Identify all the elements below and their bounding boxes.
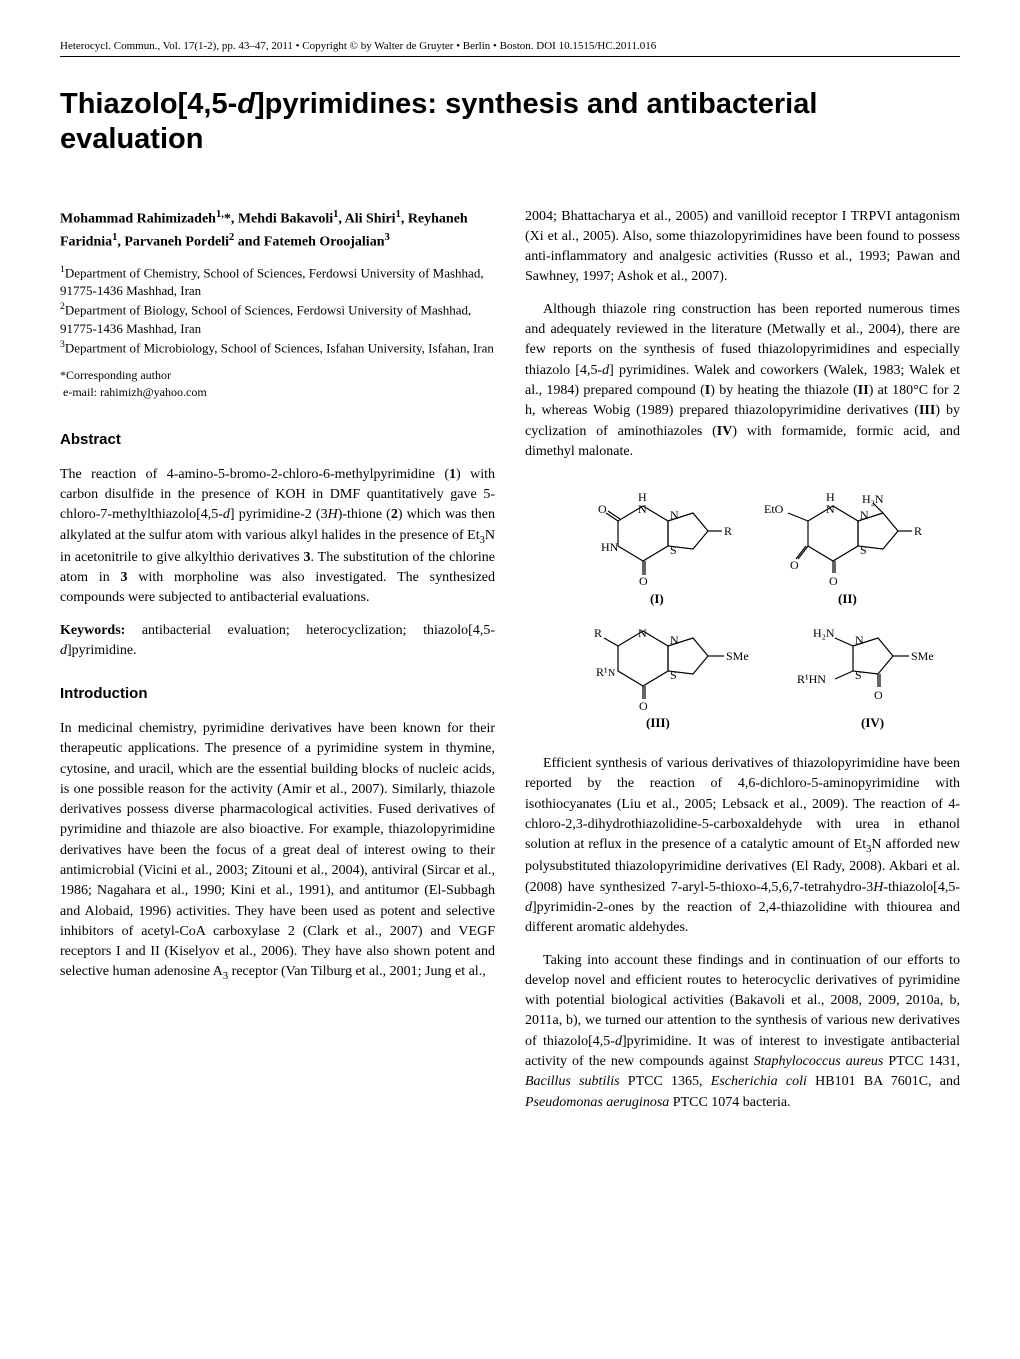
svg-text:O: O	[639, 574, 648, 588]
intro-paragraph-2: Although thiazole ring construction has …	[525, 300, 960, 462]
svg-text:O: O	[829, 574, 838, 588]
svg-text:O: O	[874, 688, 883, 702]
introduction-heading: Introduction	[60, 683, 495, 705]
right-column: 2004; Bhattacharya et al., 2005) and van…	[525, 207, 960, 1125]
journal-header: Heterocycl. Commun., Vol. 17(1-2), pp. 4…	[60, 40, 960, 57]
svg-text:H₂N: H₂N	[813, 626, 835, 640]
svg-text:SMe: SMe	[726, 649, 749, 663]
chemical-structures-figure: O O H N N S HN R (I)	[525, 476, 960, 736]
svg-text:S: S	[855, 668, 862, 682]
svg-text:N: N	[860, 508, 869, 522]
corresponding-author: *Corresponding author e-mail: rahimizh@y…	[60, 367, 495, 401]
svg-text:HN: HN	[601, 540, 619, 554]
svg-text:R¹HN: R¹HN	[797, 672, 826, 686]
svg-text:S: S	[670, 668, 677, 682]
svg-text:N: N	[826, 502, 835, 516]
svg-text:O: O	[790, 558, 799, 572]
svg-text:H₂N: H₂N	[862, 492, 884, 506]
svg-text:R: R	[594, 626, 602, 640]
svg-text:EtO: EtO	[764, 502, 784, 516]
svg-text:(I): (I)	[650, 591, 664, 606]
structure-III: R O N N S R¹ N SMe (III)	[594, 626, 749, 730]
intro-paragraph-4: Taking into account these findings and i…	[525, 951, 960, 1113]
svg-text:(IV): (IV)	[861, 715, 884, 730]
author-list: Mohammad Rahimizadeh1,*, Mehdi Bakavoli1…	[60, 207, 495, 253]
svg-text:N: N	[670, 633, 679, 647]
svg-text:O: O	[639, 699, 648, 713]
abstract-heading: Abstract	[60, 429, 495, 451]
svg-text:N: N	[638, 626, 647, 640]
svg-text:N: N	[855, 633, 864, 647]
structure-II: EtO O O H N N S H₂N R (II)	[764, 490, 922, 606]
svg-text:R¹: R¹	[596, 665, 608, 679]
structure-I: O O H N N S HN R (I)	[598, 490, 732, 606]
left-column: Mohammad Rahimizadeh1,*, Mehdi Bakavoli1…	[60, 207, 495, 1125]
svg-text:R: R	[724, 524, 732, 538]
svg-text:S: S	[670, 543, 677, 557]
two-column-layout: Mohammad Rahimizadeh1,*, Mehdi Bakavoli1…	[60, 207, 960, 1125]
svg-text:(II): (II)	[838, 591, 857, 606]
intro-continuation-1: 2004; Bhattacharya et al., 2005) and van…	[525, 207, 960, 288]
svg-text:SMe: SMe	[911, 649, 934, 663]
structure-IV: H₂N N S O R¹HN SMe (IV)	[797, 626, 934, 730]
svg-text:S: S	[860, 543, 867, 557]
svg-text:R: R	[914, 524, 922, 538]
abstract-text: The reaction of 4-amino-5-bromo-2-chloro…	[60, 465, 495, 609]
keywords: Keywords: antibacterial evaluation; hete…	[60, 621, 495, 662]
svg-text:(III): (III)	[646, 715, 670, 730]
structures-svg: O O H N N S HN R (I)	[543, 476, 943, 736]
svg-text:O: O	[598, 502, 607, 516]
svg-text:N: N	[638, 502, 647, 516]
article-title: Thiazolo[4,5-d]pyrimidines: synthesis an…	[60, 87, 960, 157]
svg-text:N: N	[608, 668, 615, 679]
intro-paragraph-1: In medicinal chemistry, pyrimidine deriv…	[60, 719, 495, 985]
affiliations: 1Department of Chemistry, School of Scie…	[60, 263, 495, 358]
intro-paragraph-3: Efficient synthesis of various derivativ…	[525, 754, 960, 938]
svg-text:N: N	[670, 508, 679, 522]
